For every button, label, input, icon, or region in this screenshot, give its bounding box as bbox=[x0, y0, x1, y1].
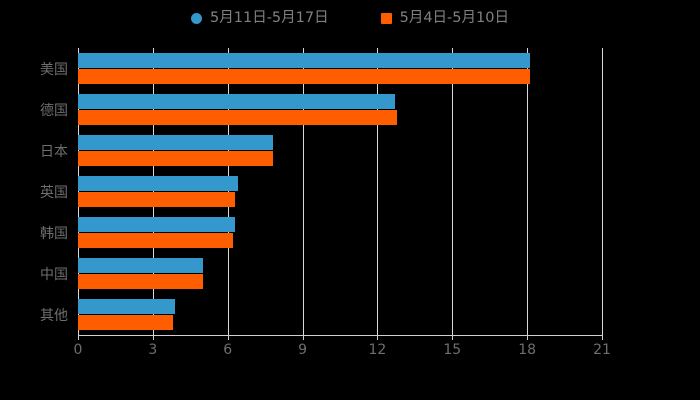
square-marker-icon bbox=[380, 12, 392, 24]
gridline bbox=[78, 48, 79, 335]
category-label: 德国 bbox=[40, 102, 68, 119]
gridline bbox=[152, 48, 154, 335]
x-axis-tick-label: 21 bbox=[593, 342, 611, 358]
bar[interactable] bbox=[78, 53, 530, 68]
category-axis-labels: 美国德国日本英国韩国中国其他 bbox=[0, 0, 68, 400]
category-label: 英国 bbox=[40, 184, 68, 201]
bar[interactable] bbox=[78, 315, 173, 330]
x-axis-tick-label: 6 bbox=[223, 342, 233, 358]
bar[interactable] bbox=[78, 69, 530, 84]
gridline bbox=[452, 48, 454, 335]
legend-label: 5月4日-5月10日 bbox=[399, 9, 509, 26]
legend-label: 5月11日-5月17日 bbox=[210, 9, 329, 26]
bar[interactable] bbox=[78, 110, 398, 125]
x-axis-tick-mark bbox=[452, 335, 454, 340]
x-axis-tick-mark bbox=[152, 335, 154, 340]
gridline bbox=[302, 48, 304, 335]
bar[interactable] bbox=[78, 151, 273, 166]
bar[interactable] bbox=[78, 299, 176, 314]
chart-legend: 5月11日-5月17日 5月4日-5月10日 bbox=[0, 6, 700, 30]
legend-entry[interactable]: 5月11日-5月17日 bbox=[191, 11, 329, 26]
x-axis-tick-mark bbox=[602, 335, 603, 340]
x-axis-line bbox=[78, 335, 603, 336]
x-axis-tick-label: 18 bbox=[518, 342, 537, 358]
bar[interactable] bbox=[78, 176, 238, 191]
gridline bbox=[377, 48, 379, 335]
x-axis-tick-mark bbox=[78, 335, 79, 340]
bar[interactable] bbox=[78, 192, 236, 207]
gridline bbox=[227, 48, 229, 335]
gridline bbox=[602, 48, 603, 335]
plot-area bbox=[78, 48, 603, 335]
category-label: 日本 bbox=[40, 143, 68, 160]
bar[interactable] bbox=[78, 135, 273, 150]
x-axis-tick-mark bbox=[227, 335, 229, 340]
circle-marker-icon bbox=[191, 12, 203, 24]
x-axis-tick-label: 9 bbox=[298, 342, 308, 358]
category-label: 韩国 bbox=[40, 225, 68, 242]
x-axis-tick-label: 0 bbox=[73, 342, 83, 358]
category-label: 美国 bbox=[40, 61, 68, 78]
x-axis-tick-mark bbox=[302, 335, 304, 340]
bar[interactable] bbox=[78, 94, 395, 109]
bar[interactable] bbox=[78, 233, 233, 248]
bar[interactable] bbox=[78, 258, 203, 273]
gridline bbox=[527, 48, 529, 335]
bar[interactable] bbox=[78, 217, 236, 232]
x-axis-tick-mark bbox=[527, 335, 529, 340]
x-axis-tick-label: 3 bbox=[148, 342, 158, 358]
category-label: 中国 bbox=[40, 266, 68, 283]
x-axis-tick-mark bbox=[377, 335, 379, 340]
x-axis-tick-label: 15 bbox=[443, 342, 462, 358]
legend-entry[interactable]: 5月4日-5月10日 bbox=[380, 9, 509, 26]
x-axis-tick-label: 12 bbox=[368, 342, 387, 358]
bar[interactable] bbox=[78, 274, 203, 289]
category-label: 其他 bbox=[40, 307, 68, 324]
